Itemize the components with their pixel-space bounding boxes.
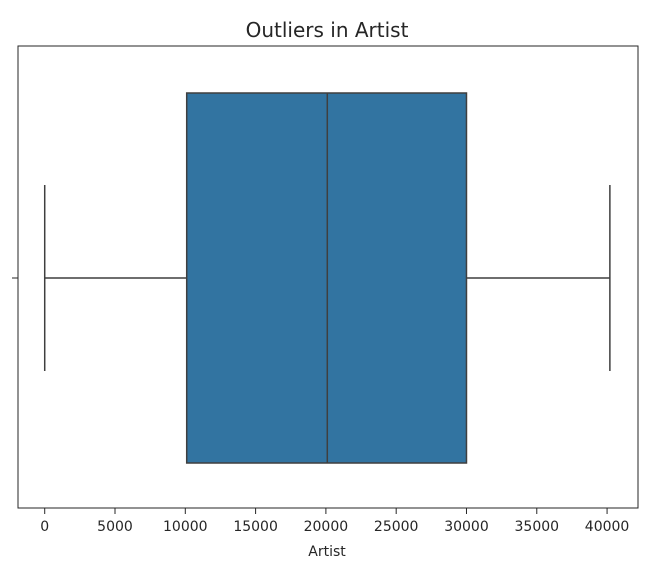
chart-title: Outliers in Artist xyxy=(246,18,409,42)
x-axis: 0 5000 10000 15000 20000 25000 30000 35000 40000 xyxy=(12,277,630,535)
x-tick-label: 0 xyxy=(40,519,49,535)
x-tick-label: 20000 xyxy=(304,519,349,535)
x-tick-label: 25000 xyxy=(374,519,419,535)
x-tick-label: 5000 xyxy=(97,519,133,535)
x-tick-label: 40000 xyxy=(585,519,630,535)
x-tick-label: 30000 xyxy=(444,519,489,535)
plot-area xyxy=(17,45,639,509)
x-tick-label: 10000 xyxy=(163,519,208,535)
plot-frame xyxy=(17,45,639,509)
x-tick-label: 35000 xyxy=(515,519,560,535)
x-tick-label: 15000 xyxy=(233,519,278,535)
x-axis-label: Artist xyxy=(308,544,346,558)
